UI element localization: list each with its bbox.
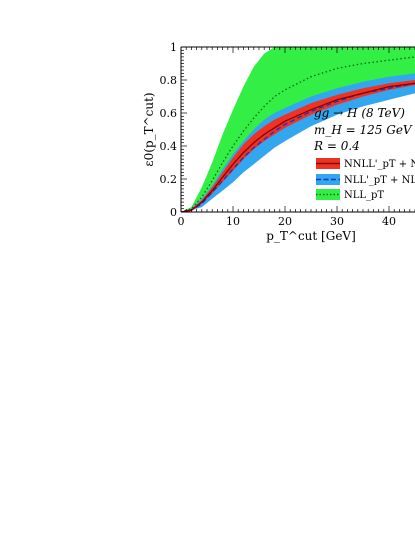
y-axis-title: ε0(p_T^cut)	[142, 92, 156, 166]
annotations: gg → H (8 TeV) m_H = 125 GeV R = 0.4	[313, 106, 413, 153]
y-tick-label: 0.8	[160, 74, 178, 87]
x-tick-label: 10	[226, 215, 240, 228]
y-tick-label: 0.2	[160, 173, 178, 186]
tick-labels: 01020304050607000.20.40.60.81	[160, 41, 397, 228]
band-1	[181, 73, 415, 212]
y-tick-label: 0.4	[160, 140, 178, 153]
axis-titles: p_T^cut [GeV] ε0(p_T^cut)	[142, 92, 356, 243]
y-tick-label: 0.6	[160, 107, 178, 120]
central-lines	[181, 56, 415, 212]
y-tick-label: 1	[170, 41, 177, 54]
legend-label-2: NLL_pT	[344, 190, 384, 201]
legend-label-0: NNLL'_pT + NNLO	[344, 159, 415, 170]
axes	[180, 46, 415, 213]
series-line-2	[181, 82, 415, 212]
series-line-1	[181, 82, 415, 212]
annotation-2: R = 0.4	[313, 139, 360, 153]
annotation-0: gg → H (8 TeV)	[314, 106, 405, 120]
x-tick-label: 20	[278, 215, 292, 228]
x-axis-title: p_T^cut [GeV]	[266, 229, 356, 243]
y-tick-label: 0	[170, 206, 177, 219]
x-tick-label: 40	[382, 215, 396, 228]
series-line-0	[181, 56, 415, 212]
legend: NNLL'_pT + NNLO NLL'_pT + NLO NLL_pT	[316, 158, 415, 201]
legend-label-1: NLL'_pT + NLO	[344, 175, 415, 186]
annotation-1: m_H = 125 GeV	[314, 123, 413, 137]
x-tick-label: 0	[178, 215, 185, 228]
x-tick-label: 30	[330, 215, 344, 228]
